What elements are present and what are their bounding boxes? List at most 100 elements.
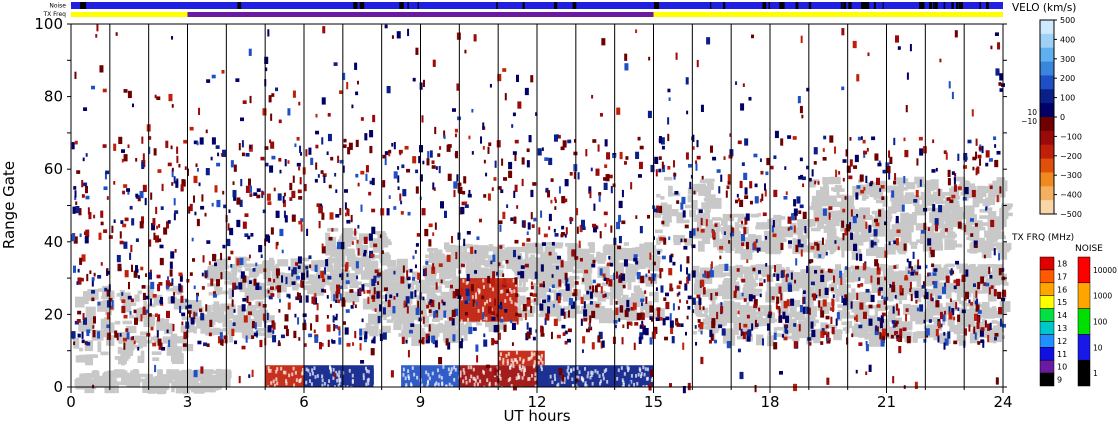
ground-scatter-cell xyxy=(776,263,781,268)
velocity-speckle xyxy=(360,170,365,175)
velocity-speckle xyxy=(557,295,561,304)
ground-scatter-cell xyxy=(926,207,934,212)
ground-scatter-cell xyxy=(982,199,991,207)
ground-scatter-cell xyxy=(838,210,842,218)
velocity-speckle xyxy=(814,242,819,246)
ground-scatter-cell xyxy=(301,268,310,280)
velocity-speckle xyxy=(179,305,182,314)
velocity-speckle xyxy=(998,253,1001,261)
velocity-speckle xyxy=(120,220,124,224)
velocity-speckle xyxy=(305,149,308,157)
ground-scatter-cell xyxy=(169,369,180,377)
ground-scatter-cell xyxy=(713,230,720,242)
velocity-speckle xyxy=(826,337,829,341)
velocity-speckle xyxy=(270,141,275,149)
ground-scatter-cell xyxy=(328,258,333,266)
velocity-band-gap xyxy=(639,368,642,373)
velocity-speckle xyxy=(689,181,692,190)
ground-scatter-cell xyxy=(374,277,382,282)
velocity-speckle xyxy=(174,210,179,214)
velocity-speckle xyxy=(618,275,623,283)
velocity-speckle xyxy=(585,149,588,157)
velocity-speckle xyxy=(422,316,425,324)
velocity-speckle xyxy=(84,185,88,194)
velocity-speckle xyxy=(500,189,504,194)
ground-scatter-cell xyxy=(938,269,945,281)
velocity-speckle xyxy=(720,174,723,182)
ground-scatter-cell xyxy=(117,331,129,343)
ground-scatter-cell xyxy=(895,180,906,185)
noise-strip-segment xyxy=(943,2,946,9)
velocity-speckle xyxy=(539,303,544,311)
ground-scatter-cell xyxy=(135,316,143,321)
velocity-speckle xyxy=(789,226,793,230)
ground-scatter-cell xyxy=(452,277,461,285)
ground-scatter-cell xyxy=(167,372,176,381)
velocity-speckle xyxy=(189,203,193,212)
ground-scatter-cell xyxy=(775,267,785,279)
velocity-band-gap xyxy=(507,378,510,383)
velocity-speckle xyxy=(598,194,601,202)
ground-scatter-cell xyxy=(941,223,950,231)
velocity-speckle xyxy=(933,280,938,289)
velocity-speckle xyxy=(228,209,231,214)
ground-scatter-cell xyxy=(357,245,368,257)
velocity-speckle xyxy=(993,136,997,141)
velocity-speckle xyxy=(273,187,276,192)
ground-scatter-cell xyxy=(359,270,370,275)
velocity-speckle xyxy=(954,173,957,177)
velocity-speckle xyxy=(115,32,118,36)
ground-scatter-cell xyxy=(472,250,484,258)
ground-scatter-cell xyxy=(378,300,389,305)
velocity-speckle xyxy=(680,238,683,243)
velocity-speckle xyxy=(268,95,272,103)
velocity-speckle xyxy=(845,149,848,157)
velocity-speckle xyxy=(556,134,559,138)
velocity-speckle xyxy=(382,154,387,159)
velocity-speckle xyxy=(556,334,561,339)
velocity-speckle xyxy=(953,285,957,290)
velocity-speckle xyxy=(540,210,543,218)
velocity-speckle xyxy=(962,196,967,201)
velocity-speckle xyxy=(223,204,227,209)
velocity-band-gap xyxy=(533,363,536,368)
ground-scatter-cell xyxy=(860,321,869,333)
velocity-speckle xyxy=(280,334,285,339)
velocity-speckle xyxy=(860,189,865,194)
velocity-speckle xyxy=(324,267,327,275)
velocity-speckle xyxy=(649,305,654,313)
velocity-speckle xyxy=(804,226,807,234)
velocity-speckle xyxy=(948,81,951,89)
velocity-speckle xyxy=(111,300,114,308)
ground-scatter-cell xyxy=(73,337,80,349)
ground-scatter-cell xyxy=(992,180,1002,185)
velocity-speckle xyxy=(997,291,1002,300)
velocity-speckle xyxy=(984,320,987,328)
velocity-speckle xyxy=(710,333,714,341)
velocity-speckle xyxy=(744,138,749,146)
ground-scatter-cell xyxy=(873,231,878,243)
velocity-speckle xyxy=(905,314,908,322)
ground-scatter-cell xyxy=(803,219,813,228)
ground-scatter-cell xyxy=(703,197,709,202)
velocity-speckle xyxy=(325,259,329,267)
ground-scatter-cell xyxy=(129,314,135,319)
ground-scatter-cell xyxy=(445,267,457,279)
velocity-speckle xyxy=(167,220,171,224)
ground-scatter-cell xyxy=(264,327,270,335)
ground-scatter-cell xyxy=(995,325,1002,337)
velocity-speckle xyxy=(621,220,626,225)
velocity-speckle xyxy=(618,200,623,209)
velocity-speckle xyxy=(687,305,691,310)
velocity-speckle xyxy=(271,155,276,160)
velocity-speckle xyxy=(745,213,750,221)
velocity-speckle xyxy=(621,189,624,198)
velocity-speckle xyxy=(786,299,790,307)
ground-scatter-cell xyxy=(79,354,90,363)
ground-scatter-cell xyxy=(125,339,135,347)
velocity-band-gap xyxy=(448,372,451,377)
velocity-speckle xyxy=(979,158,982,166)
velocity-speckle xyxy=(244,233,249,237)
velocity-speckle xyxy=(306,270,309,278)
ground-scatter-cell xyxy=(711,217,722,221)
